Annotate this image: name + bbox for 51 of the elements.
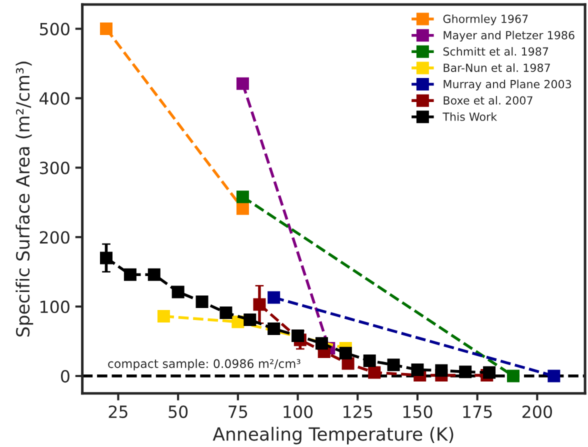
- legend-label: Bar-Nun et al. 1987: [444, 63, 550, 72]
- ref-line-label: compact sample: 0.0986 m²/cm³: [108, 358, 300, 370]
- point: [157, 310, 170, 323]
- x-tick-label: 25: [108, 405, 128, 418]
- y-tick-label: 200: [40, 231, 70, 244]
- point: [315, 337, 328, 350]
- point: [196, 295, 208, 308]
- point: [548, 370, 560, 382]
- x-tick-label: 50: [168, 405, 188, 418]
- point: [236, 77, 249, 90]
- point: [506, 370, 520, 382]
- point: [387, 358, 400, 372]
- y-tick-label: 400: [40, 92, 70, 105]
- point: [220, 306, 232, 320]
- y-tick-label: 100: [40, 300, 70, 314]
- point: [124, 268, 136, 281]
- point: [244, 314, 256, 326]
- y-tick-label: 500: [40, 22, 70, 36]
- point: [100, 22, 113, 36]
- point: [236, 202, 249, 215]
- y-tick-label: 300: [40, 162, 70, 174]
- point: [363, 354, 376, 367]
- point: [253, 298, 266, 311]
- point: [148, 268, 160, 281]
- point: [268, 291, 280, 304]
- point: [339, 346, 352, 360]
- y-axis-title: Specific Surface Area (m²/cm³): [16, 62, 34, 337]
- point: [435, 364, 448, 377]
- point: [411, 364, 424, 376]
- legend-label: This Work: [442, 112, 498, 121]
- x-tick-label: 200: [522, 405, 552, 418]
- x-tick-label: 125: [344, 405, 372, 418]
- x-tick-label: 75: [228, 406, 248, 418]
- point: [236, 190, 249, 204]
- point: [292, 329, 304, 342]
- x-axis-title: Annealing Temperature (K): [212, 426, 454, 444]
- y-tick-label: 0: [61, 370, 70, 383]
- x-tick-label: 150: [403, 405, 432, 418]
- legend-label: Boxe et al. 2007: [444, 96, 532, 105]
- legend-label: Murray and Plane 2003: [444, 80, 572, 90]
- point: [100, 252, 113, 264]
- point: [368, 366, 381, 379]
- x-tick-label: 175: [463, 406, 492, 418]
- point: [483, 366, 496, 379]
- point: [459, 366, 472, 378]
- legend-label: Schmitt et al. 1987: [443, 47, 548, 56]
- legend-label: Ghormley 1967: [443, 14, 528, 26]
- point: [172, 286, 184, 298]
- point: [268, 322, 280, 336]
- x-tick-label: 100: [284, 405, 313, 418]
- legend-label: Mayer and Pletzer 1986: [444, 30, 574, 42]
